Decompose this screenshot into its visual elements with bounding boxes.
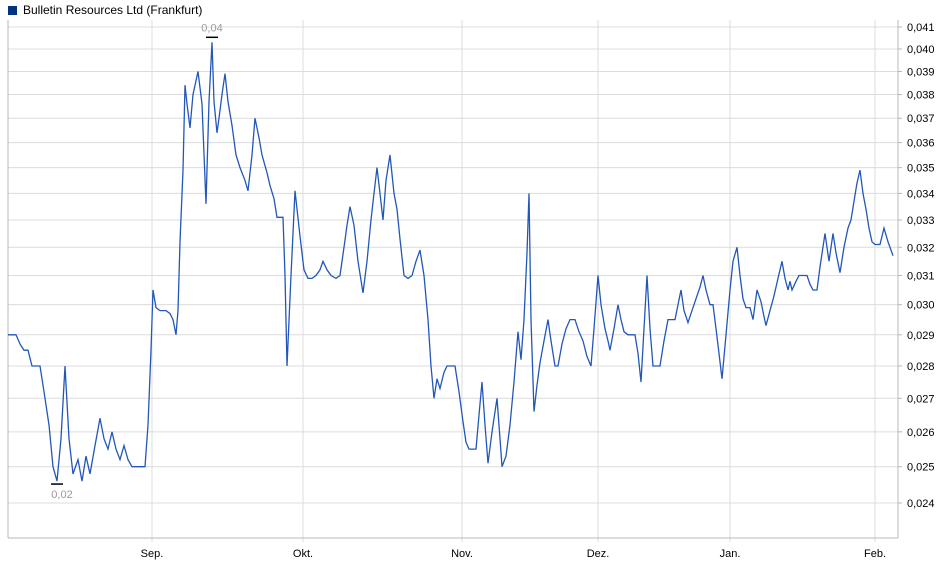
y-axis-label: 0,035 [907, 163, 935, 175]
y-axis-label: 0,026 [907, 427, 935, 439]
y-axis-label: 0,036 [907, 138, 935, 150]
y-axis-label: 0,034 [907, 188, 935, 200]
price-line [8, 42, 894, 482]
y-axis-label: 0,032 [907, 242, 935, 254]
month-label: Dez. [587, 548, 610, 560]
y-axis-label: 0,028 [907, 361, 935, 373]
y-axis-label: 0,039 [907, 66, 935, 78]
month-label: Sep. [141, 548, 164, 560]
y-axis-label: 0,041 [907, 22, 935, 34]
chart-header: Bulletin Resources Ltd (Frankfurt) [8, 3, 202, 17]
y-axis-label: 0,024 [907, 498, 935, 510]
y-axis-label: 0,033 [907, 215, 935, 227]
y-axis-label: 0,029 [907, 330, 935, 342]
y-axis-label: 0,025 [907, 462, 935, 474]
month-label: Okt. [293, 548, 313, 560]
max-annotation: 0,04 [201, 22, 222, 34]
y-axis-label: 0,038 [907, 90, 935, 102]
y-axis-label: 0,037 [907, 113, 935, 125]
y-axis-label: 0,040 [907, 44, 935, 56]
y-axis-label: 0,030 [907, 300, 935, 312]
chart-title: Bulletin Resources Ltd (Frankfurt) [23, 3, 203, 17]
legend-square-icon [8, 5, 17, 15]
month-label: Jan. [720, 548, 741, 560]
month-label: Nov. [451, 548, 473, 560]
y-axis-label: 0,031 [907, 271, 935, 283]
min-annotation: 0,02 [51, 489, 72, 501]
y-axis-label: 0,027 [907, 393, 935, 405]
month-label: Feb. [864, 548, 886, 560]
